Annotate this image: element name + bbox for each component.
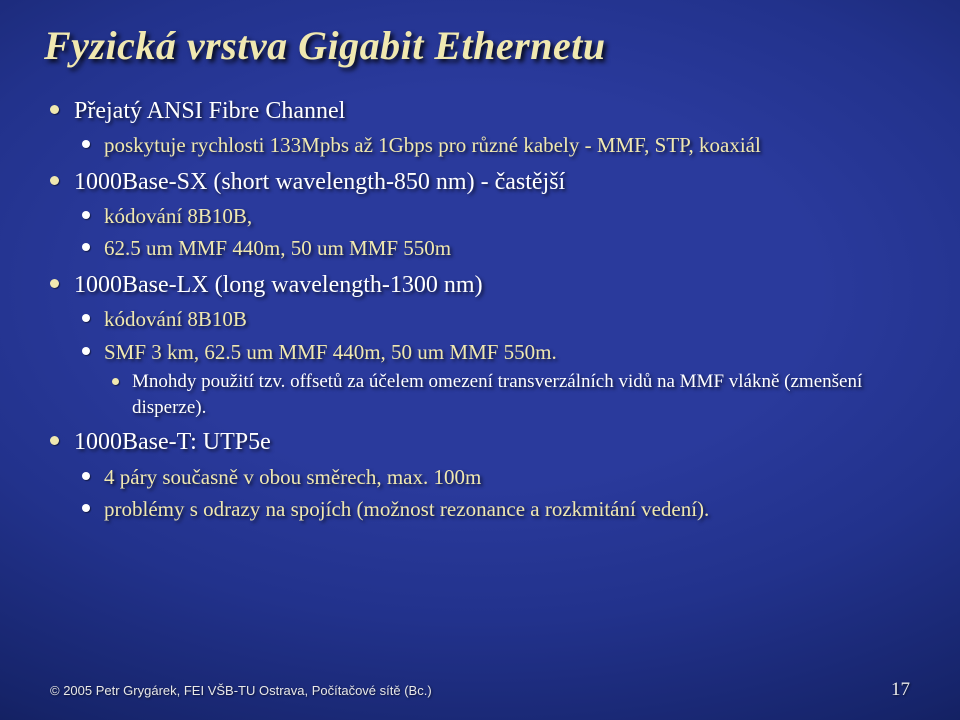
bullet-text: problémy s odrazy na spojích (možnost re… bbox=[104, 497, 709, 521]
footer-copyright: © 2005 Petr Grygárek, FEI VŠB-TU Ostrava… bbox=[50, 683, 432, 698]
bullet-item: SMF 3 km, 62.5 um MMF 440m, 50 um MMF 55… bbox=[74, 338, 916, 421]
page-number: 17 bbox=[891, 679, 910, 701]
bullet-item: problémy s odrazy na spojích (možnost re… bbox=[74, 495, 916, 523]
bullet-item: 1000Base-T: UTP5e 4 páry současně v obou… bbox=[44, 426, 916, 523]
bullet-text: Přejatý ANSI Fibre Channel bbox=[74, 98, 345, 124]
bullet-item: 4 páry současně v obou směrech, max. 100… bbox=[74, 463, 916, 491]
bullet-text: 62.5 um MMF 440m, 50 um MMF 550m bbox=[104, 236, 451, 260]
bullet-text: 4 páry současně v obou směrech, max. 100… bbox=[104, 465, 481, 489]
bullet-text: Mnohdy použití tzv. offsetů za účelem om… bbox=[132, 371, 862, 418]
bullet-item: 1000Base-SX (short wavelength-850 nm) - … bbox=[44, 166, 916, 263]
bullet-item: kódování 8B10B bbox=[74, 305, 916, 333]
bullet-text: 1000Base-LX (long wavelength-1300 nm) bbox=[74, 272, 483, 298]
bullet-list: Přejatý ANSI Fibre Channel poskytuje ryc… bbox=[44, 95, 916, 523]
bullet-item: Mnohdy použití tzv. offsetů za účelem om… bbox=[104, 369, 916, 420]
bullet-item: 1000Base-LX (long wavelength-1300 nm) kó… bbox=[44, 269, 916, 420]
slide-title: Fyzická vrstva Gigabit Ethernetu bbox=[44, 22, 916, 69]
bullet-text: 1000Base-SX (short wavelength-850 nm) - … bbox=[74, 169, 565, 195]
bullet-item: Přejatý ANSI Fibre Channel poskytuje ryc… bbox=[44, 95, 916, 160]
footer: © 2005 Petr Grygárek, FEI VŠB-TU Ostrava… bbox=[50, 679, 910, 701]
bullet-item: poskytuje rychlosti 133Mpbs až 1Gbps pro… bbox=[74, 131, 916, 159]
slide: Fyzická vrstva Gigabit Ethernetu Přejatý… bbox=[0, 0, 960, 720]
bullet-item: kódování 8B10B, bbox=[74, 202, 916, 230]
bullet-text: kódování 8B10B, bbox=[104, 204, 252, 228]
bullet-item: 62.5 um MMF 440m, 50 um MMF 550m bbox=[74, 234, 916, 262]
bullet-text: SMF 3 km, 62.5 um MMF 440m, 50 um MMF 55… bbox=[104, 340, 557, 364]
bullet-text: kódování 8B10B bbox=[104, 307, 247, 331]
bullet-text: 1000Base-T: UTP5e bbox=[74, 429, 271, 455]
bullet-text: poskytuje rychlosti 133Mpbs až 1Gbps pro… bbox=[104, 133, 761, 157]
